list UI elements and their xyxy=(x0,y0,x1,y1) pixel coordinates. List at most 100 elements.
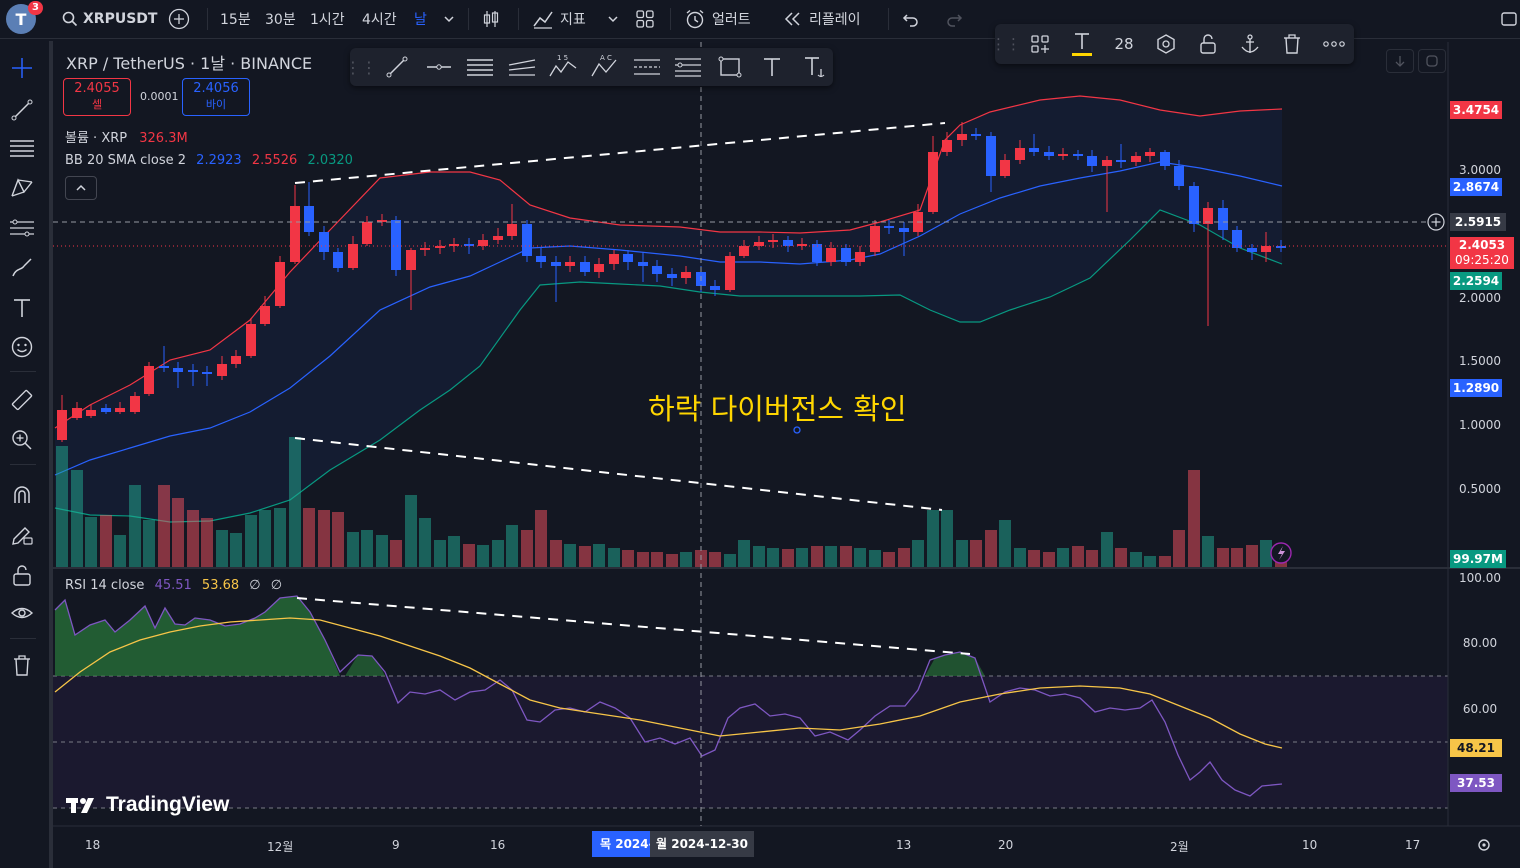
text-tool[interactable] xyxy=(8,294,36,322)
fib-tool[interactable] xyxy=(8,134,36,162)
tradingview-logo[interactable]: TradingView xyxy=(66,793,229,817)
annotation-text[interactable]: 하락 다이버전스 확인 xyxy=(648,392,907,426)
candle-body xyxy=(551,262,561,266)
interval-1d[interactable]: 날 xyxy=(414,12,427,28)
fav-text[interactable] xyxy=(757,53,787,81)
add-alert-plus-icon[interactable] xyxy=(1427,213,1445,231)
indicators-dropdown[interactable] xyxy=(606,0,620,38)
interval-4h[interactable]: 4시간 xyxy=(362,12,397,28)
symbol-search[interactable]: XRPUSDT xyxy=(62,0,157,38)
ruler-icon xyxy=(11,389,33,411)
drag-handle[interactable]: ⋮⋮ xyxy=(991,35,1021,53)
fav-horizontal-ray[interactable] xyxy=(424,53,454,81)
candle-body xyxy=(1160,152,1170,166)
lock-button[interactable] xyxy=(1193,29,1223,59)
symbol-legend[interactable]: XRP / TetherUS · 1날 · BINANCE xyxy=(66,50,312,74)
price-tick: 1.5000 xyxy=(1459,354,1501,368)
buy-button[interactable]: 2.4056 바이 xyxy=(182,78,250,116)
fav-regression[interactable] xyxy=(507,53,537,81)
delete-button[interactable] xyxy=(1277,29,1307,59)
volume-bar xyxy=(506,525,518,567)
zoom-tool[interactable] xyxy=(8,426,36,454)
lightning-icon[interactable] xyxy=(1270,542,1292,564)
crosshair-icon xyxy=(12,58,32,78)
interval-dropdown[interactable] xyxy=(442,0,456,38)
anchor-button[interactable] xyxy=(1235,29,1265,59)
rsi-tick: 80.00 xyxy=(1462,636,1498,650)
interval-15m[interactable]: 15분 xyxy=(220,12,251,28)
fav-fib-retracement[interactable] xyxy=(632,53,662,81)
zoom-in-icon xyxy=(12,430,32,450)
volume-bar xyxy=(956,540,968,567)
volume-bar xyxy=(782,549,794,567)
sell-price: 2.4055 xyxy=(74,81,120,96)
fav-abcd[interactable]: A C xyxy=(590,53,620,81)
collapse-legend-button[interactable] xyxy=(65,176,97,200)
chart-type-button[interactable] xyxy=(480,0,502,38)
template-button[interactable] xyxy=(1025,29,1055,59)
reset-scale-button[interactable] xyxy=(1418,49,1446,73)
drag-handle[interactable]: ⋮⋮ xyxy=(345,57,377,77)
volume-bar xyxy=(1260,540,1272,567)
rewind-icon xyxy=(784,12,800,26)
volume-bar xyxy=(85,517,97,567)
indicators-button[interactable]: 지표 xyxy=(532,0,586,38)
candle-body xyxy=(1131,156,1141,162)
emoji-tool[interactable] xyxy=(8,333,36,361)
measure-tool[interactable] xyxy=(8,386,36,414)
pattern-tool[interactable] xyxy=(8,174,36,202)
channel-icon xyxy=(467,59,493,76)
candle-body xyxy=(246,324,256,356)
brush-tool[interactable] xyxy=(8,254,36,282)
sell-button[interactable]: 2.4055 셀 xyxy=(63,78,131,116)
divergence-line-rsi[interactable] xyxy=(296,597,971,655)
alert-button[interactable]: 얼러트 xyxy=(684,0,751,38)
alert-label: 얼러트 xyxy=(712,12,751,28)
fullscreen-button[interactable] xyxy=(1500,0,1518,38)
candle-body xyxy=(739,246,749,256)
candle-body xyxy=(231,356,241,364)
rsi-legend[interactable]: RSI 14 close 45.51 53.68 ∅ ∅ xyxy=(65,578,282,593)
crosshair-tool[interactable] xyxy=(8,54,36,82)
settings-button[interactable] xyxy=(1151,29,1181,59)
fav-rectangle[interactable] xyxy=(715,53,745,81)
bb-legend[interactable]: BB 20 SMA close 2 2.2923 2.5526 2.0320 xyxy=(65,153,353,168)
volume-bar xyxy=(56,446,68,567)
crosshair-date-prefix: 목 2024- xyxy=(592,831,658,857)
magnet-tool[interactable] xyxy=(8,481,36,509)
prediction-tool[interactable] xyxy=(8,214,36,242)
compare-button[interactable] xyxy=(168,0,190,38)
fav-parallel-channel[interactable] xyxy=(465,53,495,81)
keep-drawing-tool[interactable] xyxy=(8,521,36,549)
redo-button[interactable] xyxy=(944,0,964,38)
interval-30m[interactable]: 30분 xyxy=(265,12,296,28)
lock-drawings-tool[interactable] xyxy=(8,561,36,589)
divider xyxy=(518,8,519,30)
layouts-button[interactable] xyxy=(635,0,655,38)
undo-button[interactable] xyxy=(901,0,921,38)
volume-legend[interactable]: 볼륨 · XRP 326.3M xyxy=(65,127,188,146)
fav-elliott-wave[interactable]: 1 5 xyxy=(548,53,578,81)
fav-fib-channel[interactable] xyxy=(673,53,703,81)
volume-bar xyxy=(1188,470,1200,567)
remove-drawings-tool[interactable] xyxy=(8,652,36,680)
more-button[interactable] xyxy=(1319,29,1349,59)
font-size-button[interactable]: 28 xyxy=(1114,35,1134,53)
divergence-line-price[interactable] xyxy=(294,122,946,184)
fav-trendline[interactable] xyxy=(382,53,412,81)
gear-icon[interactable] xyxy=(1478,839,1490,851)
text-color-button[interactable] xyxy=(1067,29,1097,59)
fav-anchored-text[interactable] xyxy=(800,53,830,81)
hide-drawings-tool[interactable] xyxy=(8,599,36,627)
divergence-line-volume[interactable] xyxy=(294,437,943,511)
scroll-to-latest-button[interactable] xyxy=(1386,49,1414,73)
replay-button[interactable]: 리플레이 xyxy=(783,0,861,38)
annotation-anchor[interactable] xyxy=(793,426,801,434)
rectangle-icon xyxy=(718,56,742,78)
volume-bar xyxy=(245,515,257,567)
user-avatar[interactable]: T 3 xyxy=(6,0,43,38)
trendline-tool[interactable] xyxy=(8,96,36,124)
volume-bar xyxy=(970,540,982,567)
interval-1h[interactable]: 1시간 xyxy=(310,12,345,28)
